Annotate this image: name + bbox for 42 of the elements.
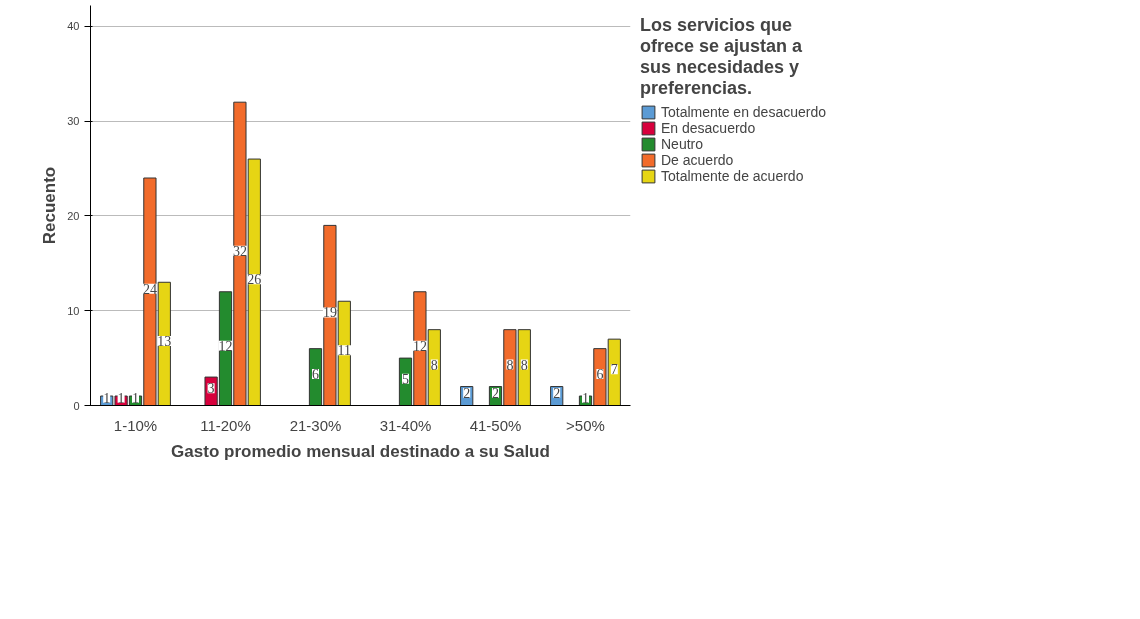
x-tick-label: 31-40% xyxy=(379,416,432,434)
x-tick-label: >50% xyxy=(566,416,605,434)
x-tick-label: 21-30% xyxy=(289,416,342,434)
legend-label: Totalmente de acuerdo xyxy=(661,168,804,184)
y-axis-title: Recuento xyxy=(40,166,60,245)
data-label: 24 xyxy=(142,281,157,297)
data-label: 26 xyxy=(247,272,262,288)
data-label: 6 xyxy=(596,367,604,383)
data-label: 6 xyxy=(312,367,319,383)
data-label: 8 xyxy=(506,357,514,373)
legend-label: De acuerdo xyxy=(661,152,734,168)
x-tick-label: 41-50% xyxy=(469,416,522,434)
data-label: 8 xyxy=(430,357,438,373)
legend-label: En desacuerdo xyxy=(661,120,756,136)
data-label: 12 xyxy=(218,338,233,354)
legend-label: Neutro xyxy=(661,136,704,152)
data-label: 1 xyxy=(103,390,111,406)
data-label: 1 xyxy=(132,390,139,406)
data-label: 2 xyxy=(492,386,499,402)
data-label: 2 xyxy=(553,386,561,402)
data-label: 8 xyxy=(520,357,528,373)
legend-label: Totalmente en desacuerdo xyxy=(661,104,826,120)
legend-title: Los servicios que ofrece se ajustan a sus necesidades y preferencias. xyxy=(640,15,804,99)
data-label: 1 xyxy=(117,390,125,406)
data-label: 3 xyxy=(207,381,215,397)
x-axis-title: Gasto promedio mensual destinado a su Salud xyxy=(171,441,550,461)
x-tick-label: 1-10% xyxy=(113,416,158,434)
y-tick-label: 0 xyxy=(73,399,80,412)
data-label: 5 xyxy=(402,371,409,387)
data-label: 11 xyxy=(337,343,352,359)
data-label: 32 xyxy=(232,243,247,259)
data-label: 1 xyxy=(582,390,589,406)
y-tick-label: 40 xyxy=(67,20,80,33)
data-label: 12 xyxy=(412,338,427,354)
y-tick-label: 30 xyxy=(67,115,80,128)
data-label: 19 xyxy=(322,305,337,321)
y-tick-label: 10 xyxy=(67,304,80,317)
data-label: 7 xyxy=(610,362,618,378)
y-tick-label: 20 xyxy=(67,209,80,222)
x-tick-label: 11-20% xyxy=(200,416,251,434)
data-label: 13 xyxy=(157,333,172,349)
data-label: 2 xyxy=(463,386,471,402)
